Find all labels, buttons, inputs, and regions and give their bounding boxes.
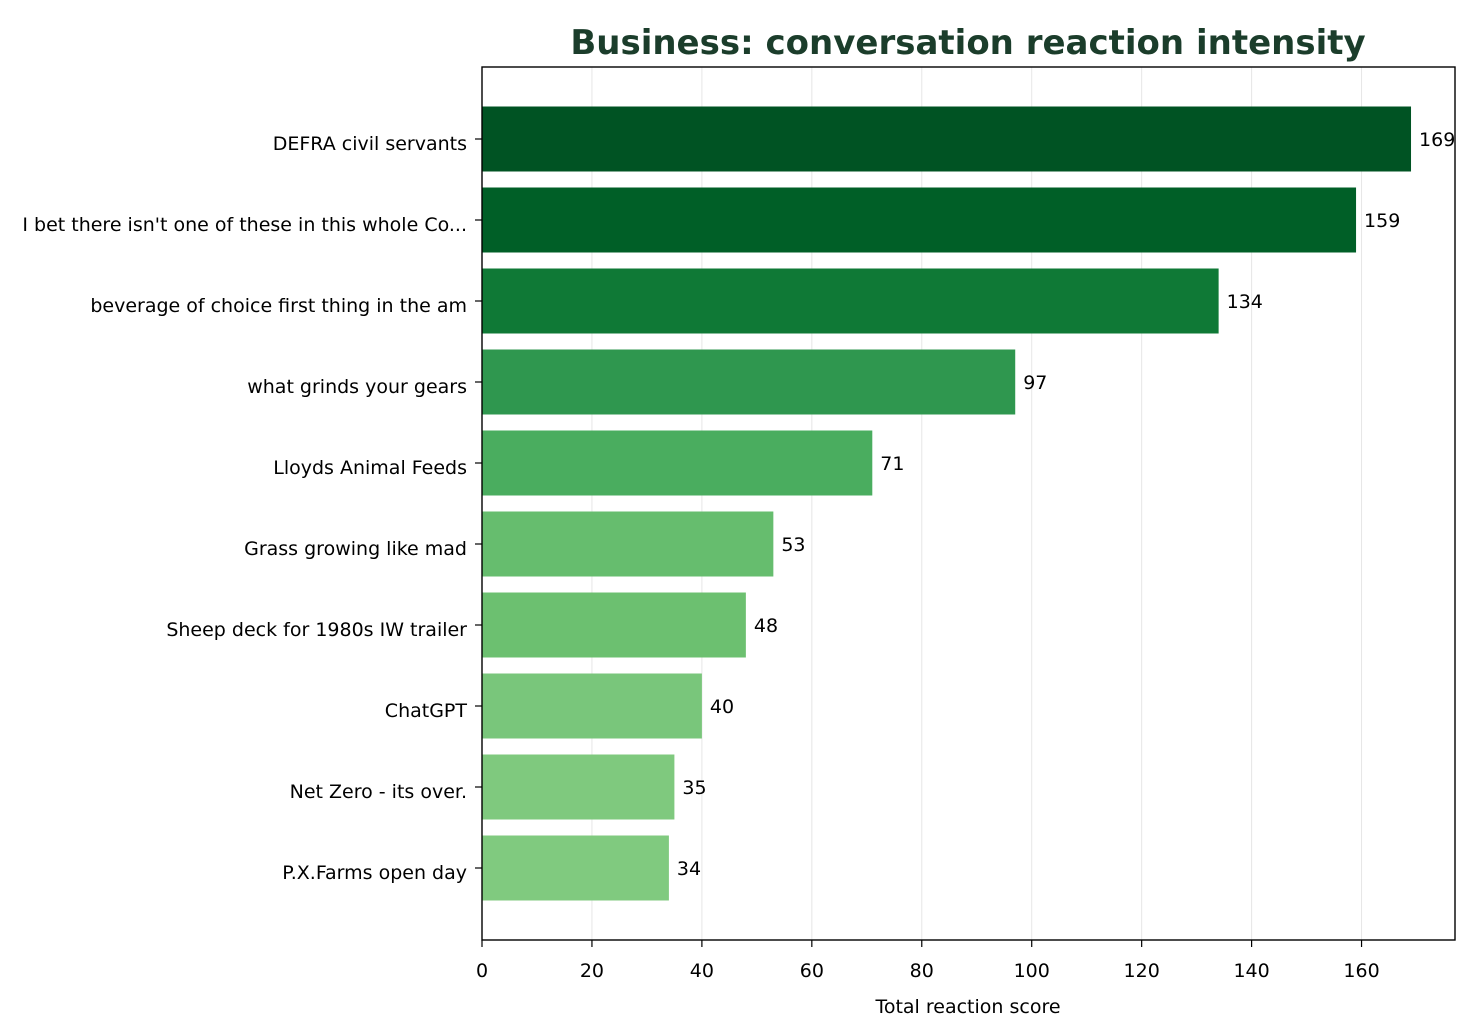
bar-value-label: 159 xyxy=(1364,210,1400,232)
bar-value-label: 40 xyxy=(710,696,734,718)
plot-frame xyxy=(481,66,1456,941)
bar-value-label: 134 xyxy=(1227,291,1263,313)
bar-value-label: 97 xyxy=(1023,372,1047,394)
bar-value-label: 34 xyxy=(677,858,701,880)
bar-value-label: 35 xyxy=(682,777,706,799)
chart-title: Business: conversation reaction intensit… xyxy=(570,23,1365,63)
bar xyxy=(482,268,1219,334)
bar-value-label: 71 xyxy=(880,453,904,475)
x-axis-ticks: 0 20 40 60 80 100 120 140 160 xyxy=(476,940,1380,982)
x-tick-label: 100 xyxy=(1014,960,1050,982)
x-tick-label: 0 xyxy=(476,960,488,982)
bar xyxy=(482,349,1016,415)
bars xyxy=(482,106,1412,901)
x-tick-label: 160 xyxy=(1343,960,1379,982)
x-tick-label: 60 xyxy=(800,960,824,982)
bar xyxy=(482,511,774,577)
category-label: I bet there isn't one of these in this w… xyxy=(22,214,467,236)
x-tick-label: 20 xyxy=(580,960,604,982)
category-label: Net Zero - its over. xyxy=(290,781,467,803)
category-label: Grass growing like mad xyxy=(244,538,467,560)
bar xyxy=(482,673,702,739)
category-label: DEFRA civil servants xyxy=(273,133,467,155)
bar-value-label: 53 xyxy=(781,534,805,556)
bar xyxy=(482,430,873,496)
x-tick-label: 140 xyxy=(1233,960,1269,982)
category-label: what grinds your gears xyxy=(247,376,467,398)
category-label: P.X.Farms open day xyxy=(282,862,467,884)
bar xyxy=(482,187,1357,253)
bar-value-label: 48 xyxy=(754,615,778,637)
bar-value-label: 169 xyxy=(1419,129,1455,151)
category-label: beverage of choice first thing in the am xyxy=(90,295,467,317)
category-label: ChatGPT xyxy=(385,700,468,722)
value-labels: 169 159 134 97 71 53 48 40 35 34 xyxy=(677,129,1455,880)
category-label: Lloyds Animal Feeds xyxy=(273,457,467,479)
x-tick-label: 40 xyxy=(690,960,714,982)
bar xyxy=(482,754,675,820)
x-axis-label: Total reaction score xyxy=(874,996,1060,1018)
bar xyxy=(482,835,669,901)
category-labels: DEFRA civil servants I bet there isn't on… xyxy=(22,133,482,884)
bar xyxy=(482,592,746,658)
x-tick-label: 120 xyxy=(1124,960,1160,982)
x-tick-label: 80 xyxy=(910,960,934,982)
category-label: Sheep deck for 1980s IW trailer xyxy=(166,619,467,641)
bar xyxy=(482,106,1412,172)
